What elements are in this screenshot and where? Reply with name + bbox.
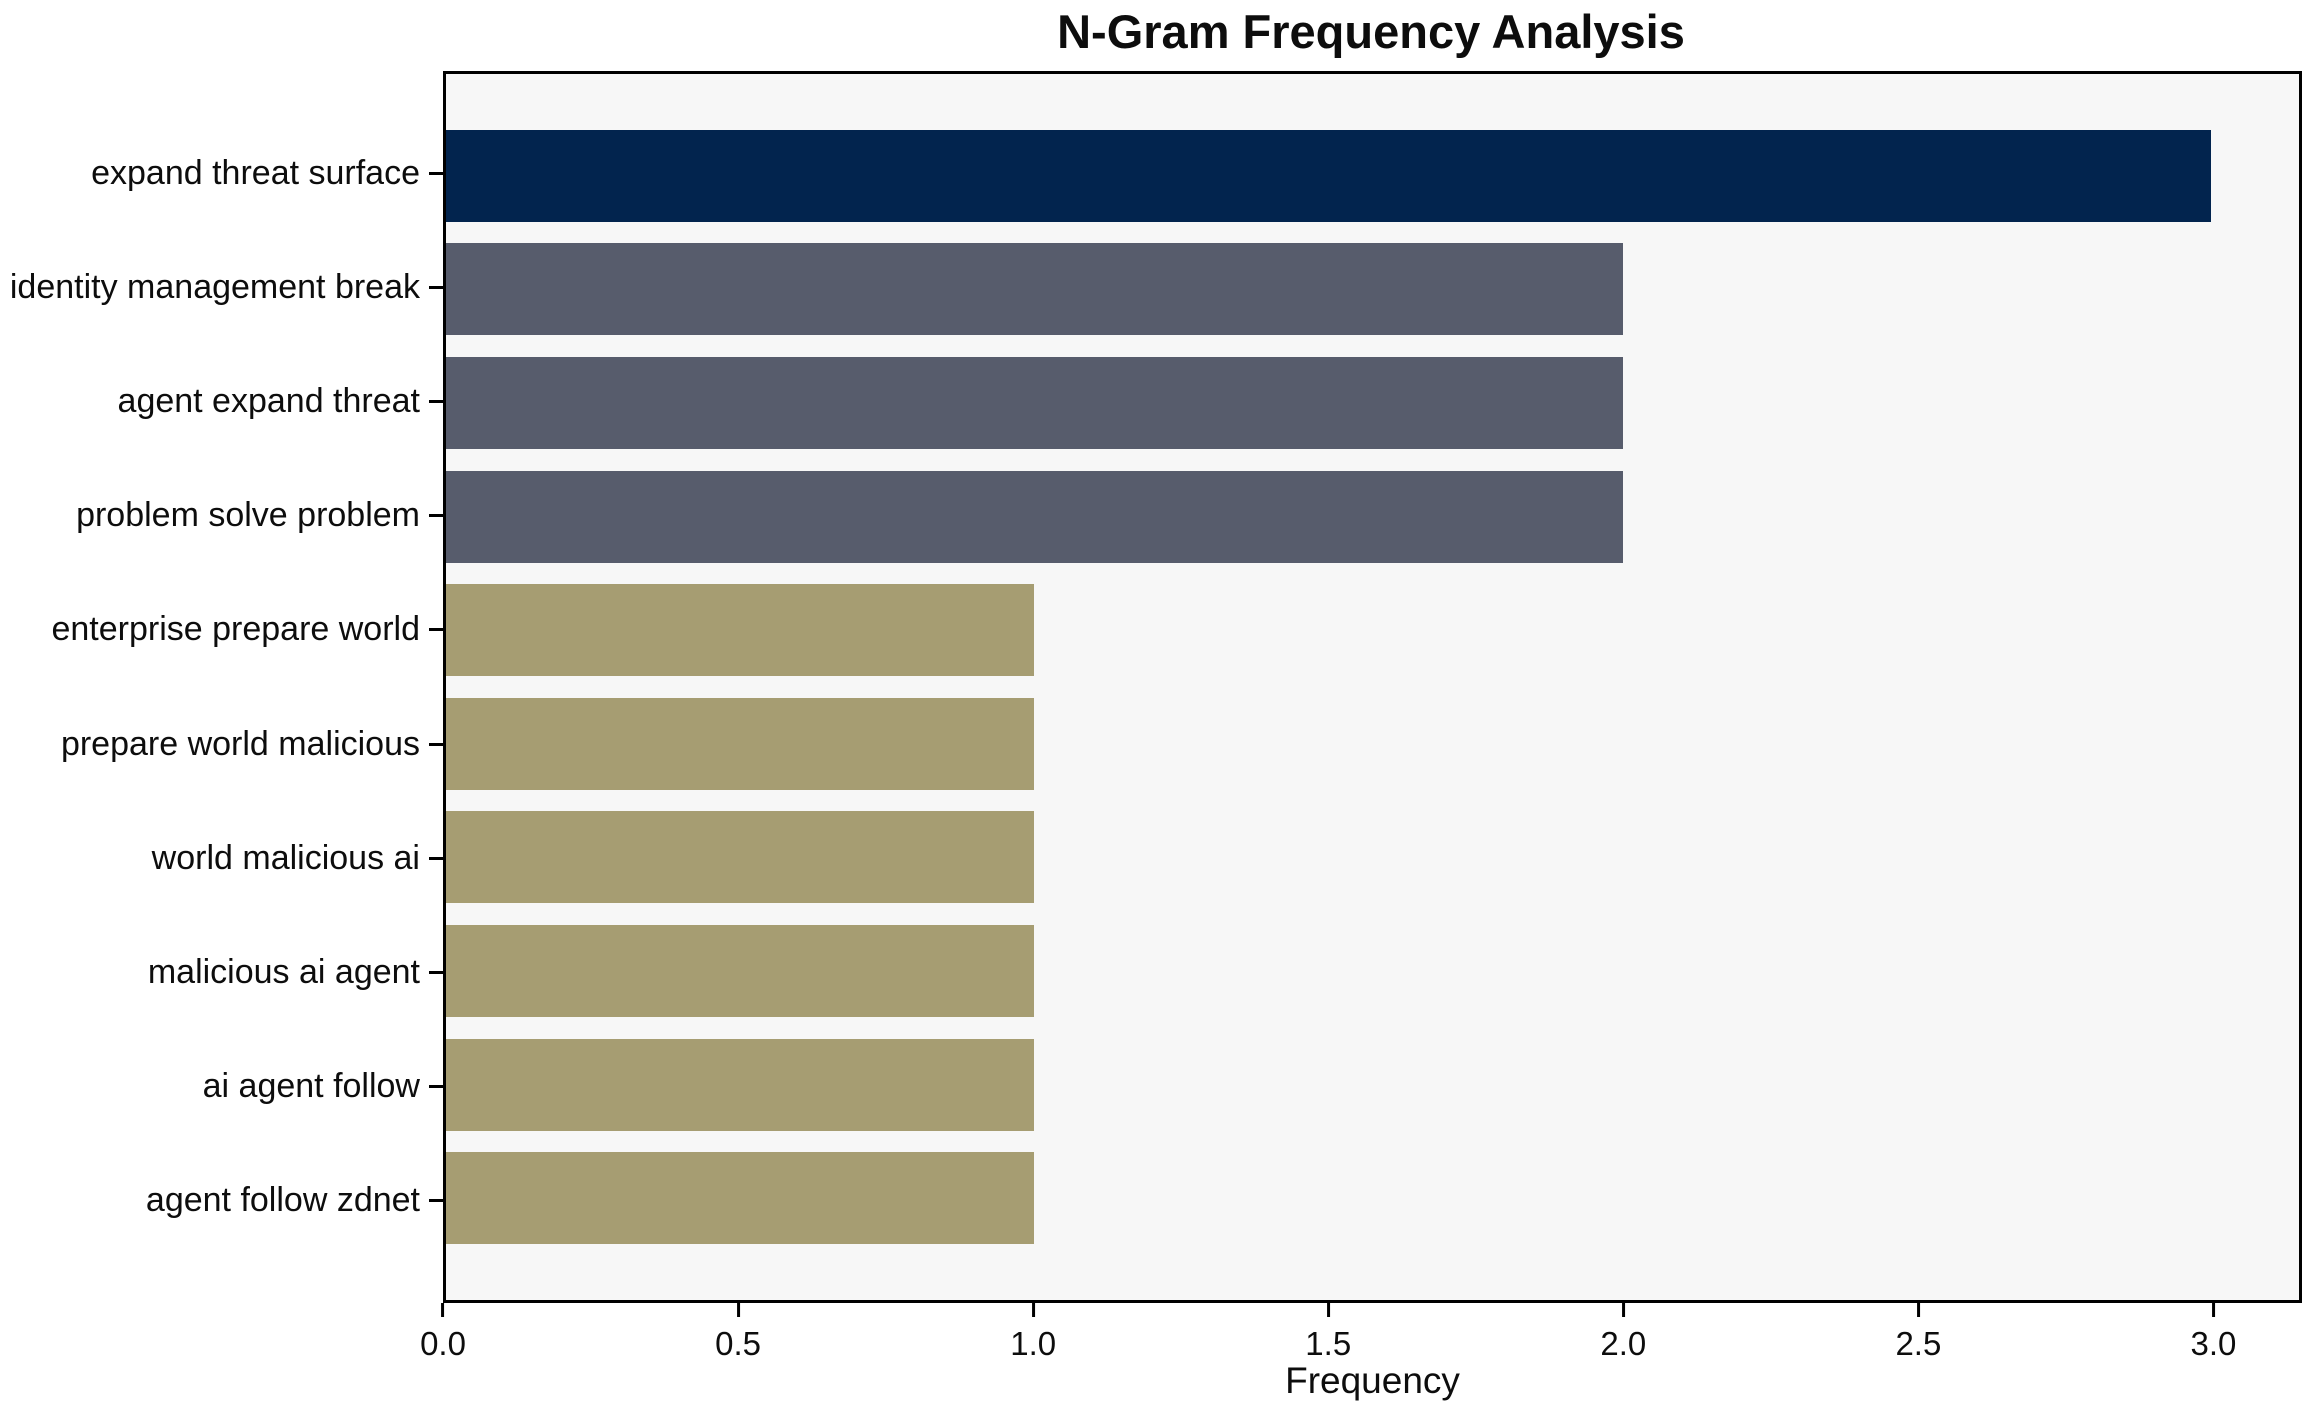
y-tick-label: agent expand threat [117,382,420,420]
bar-row [446,914,2299,1028]
bar [446,1038,1035,1131]
x-tick-label: 0.5 [715,1325,762,1362]
x-tick-label: 2.0 [1600,1325,1647,1362]
y-tick-mark [429,856,443,860]
y-tick-mark [429,171,443,175]
x-axis-title: Frequency [1285,1360,1460,1401]
x-tick: 1.5 [1305,1303,1351,1363]
y-tick-mark [429,742,443,746]
bar [446,584,1035,677]
y-label-row: expand threat surface [0,116,443,230]
y-tick-label: prepare world malicious [60,724,420,763]
x-tick-label: 3.0 [2190,1325,2237,1362]
y-tick-label: enterprise prepare world [51,610,420,649]
x-tick: 1.0 [1010,1303,1056,1363]
y-tick-mark [429,628,443,632]
bar [446,924,1035,1017]
x-tick: 0.5 [715,1303,761,1363]
bar [446,243,1623,336]
y-label-row: identity management break [0,230,443,344]
bar-row [446,1028,2299,1142]
y-tick-mark [429,971,443,975]
y-tick-label: malicious ai agent [147,953,420,992]
y-label-row: ai agent follow [0,1030,443,1144]
y-tick-label: world malicious ai [151,838,420,877]
bar [446,697,1035,790]
x-tick-label: 1.0 [1010,1325,1057,1362]
y-label-row: malicious ai agent [0,915,443,1029]
bar-row [446,119,2299,233]
y-tick-mark [429,514,443,518]
y-tick-label: expand threat surface [91,153,420,192]
y-tick-label: agent follow zdnet [145,1181,420,1220]
y-label-row: enterprise prepare world [0,573,443,687]
x-tick-mark [441,1303,445,1317]
x-tick: 0.0 [420,1303,466,1363]
y-label-row: agent expand threat [0,344,443,458]
bar-row [446,573,2299,687]
y-tick-mark [429,285,443,289]
y-tick-mark [429,1199,443,1203]
x-tick-mark [1031,1303,1035,1317]
x-tick-mark [1326,1303,1330,1317]
bar-row [446,687,2299,801]
x-tick-mark [1916,1303,1920,1317]
x-tick-label: 1.5 [1305,1325,1352,1362]
y-tick-mark [429,1085,443,1089]
y-label-row: agent follow zdnet [0,1144,443,1258]
bar [446,129,2211,222]
bar-row [446,1141,2299,1255]
y-tick-mark [429,400,443,403]
bar [446,356,1623,449]
x-tick-label: 0.0 [420,1325,466,1362]
x-tick-label: 2.5 [1895,1325,1942,1362]
bar-row [446,233,2299,347]
y-tick-label: ai agent follow [202,1067,420,1106]
y-label-row: prepare world malicious [0,687,443,801]
x-tick: 2.0 [1600,1303,1646,1363]
x-tick-mark [736,1303,740,1317]
y-axis-labels: expand threat surface identity management… [0,71,443,1303]
y-label-row: world malicious ai [0,801,443,915]
bar [446,470,1623,563]
x-axis: 0.0 0.5 1.0 1.5 2.0 2.5 3.0 [420,1303,2302,1393]
plot-area [443,71,2302,1303]
bar [446,1152,1035,1245]
bar [446,811,1035,904]
bar-row [446,346,2299,460]
chart-title: N-Gram Frequency Analysis [1057,5,1685,58]
bar-row [446,460,2299,574]
bar-row [446,801,2299,915]
y-tick-label: problem solve problem [76,496,420,535]
x-tick-mark [2211,1303,2215,1317]
x-tick-mark [1621,1303,1625,1317]
x-tick: 2.5 [1895,1303,1941,1363]
x-tick: 3.0 [2190,1303,2237,1363]
y-tick-label: identity management break [9,267,420,306]
y-label-row: problem solve problem [0,459,443,573]
